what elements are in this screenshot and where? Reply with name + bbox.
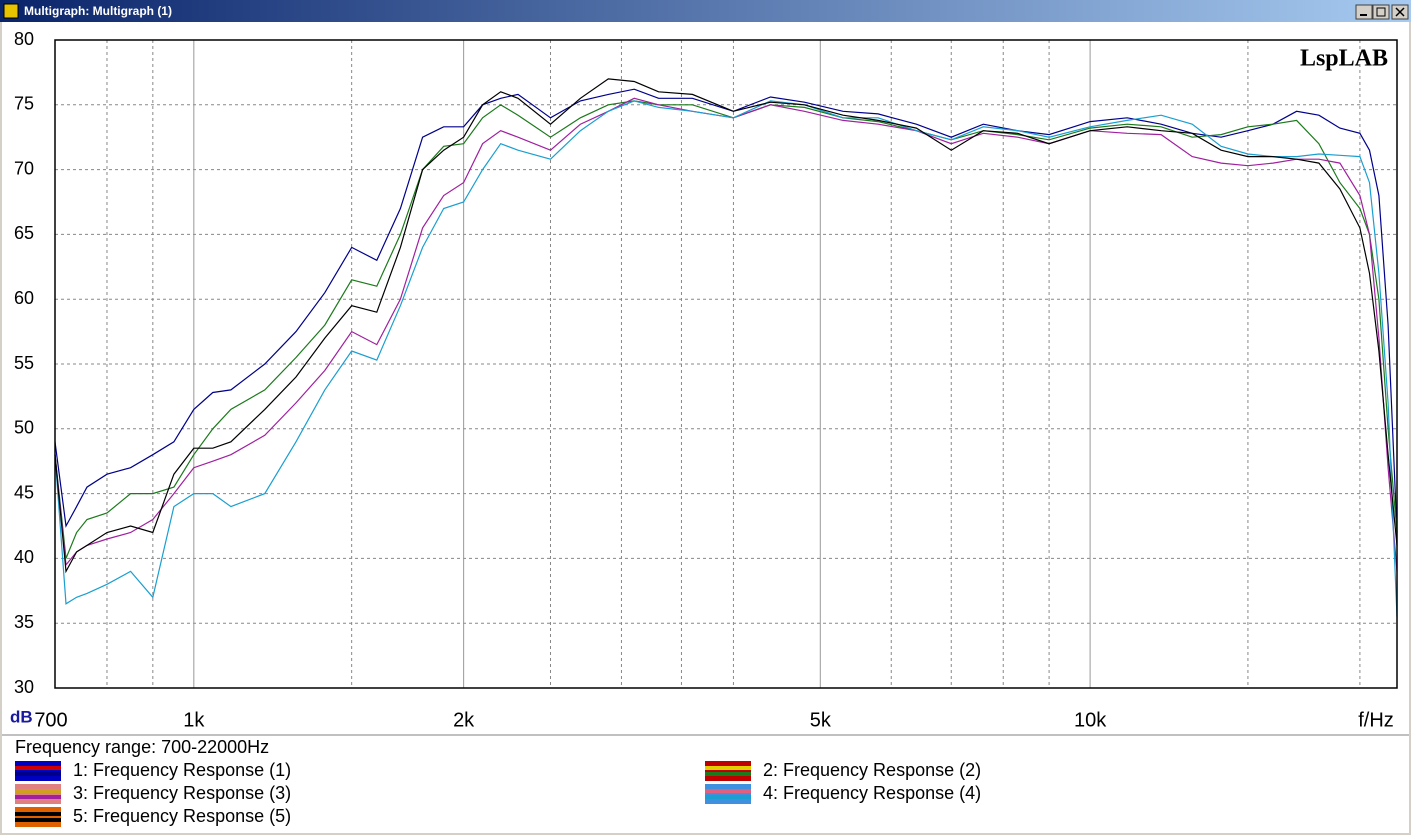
legend: 1: Frequency Response (1) 2: Frequency Re… (15, 760, 981, 827)
legend-item: 1: Frequency Response (1) (15, 760, 291, 781)
app-icon (3, 3, 19, 19)
grid (54, 39, 1397, 689)
legend-item: 5: Frequency Response (5) (15, 806, 291, 827)
maximize-glyph (1376, 7, 1386, 17)
legend-item: 4: Frequency Response (4) (705, 783, 981, 804)
legend-label: 2: Frequency Response (2) (763, 760, 981, 780)
legend-label: 5: Frequency Response (5) (73, 806, 291, 826)
legend-swatch-color (15, 772, 61, 776)
legend-swatch (705, 761, 751, 781)
legend-swatch-stripe (15, 812, 61, 816)
plot-frame (54, 39, 1398, 689)
legend-label: 4: Frequency Response (4) (763, 783, 981, 803)
close-glyph (1395, 7, 1405, 17)
legend-swatch (15, 784, 61, 804)
x-tick-label: 700 (34, 709, 67, 731)
y-tick-label: 35 (14, 612, 34, 632)
legend-swatch-color (15, 795, 61, 799)
y-axis-label: dB (10, 707, 33, 726)
y-tick-label: 30 (14, 677, 34, 697)
y-tick-label: 65 (14, 223, 34, 243)
y-tick-label: 80 (14, 29, 34, 49)
y-tick-label: 75 (14, 94, 34, 114)
title-bar (0, 0, 1411, 22)
legend-swatch (15, 761, 61, 781)
legend-swatch (15, 807, 61, 827)
legend-label: 3: Frequency Response (3) (73, 783, 291, 803)
legend-swatch-color (705, 772, 751, 776)
series-line (54, 78, 1398, 574)
y-tick-label: 55 (14, 353, 34, 373)
series-line (54, 97, 1398, 572)
y-tick-label: 45 (14, 482, 34, 502)
watermark: LspLAB (1300, 46, 1388, 72)
maximize-button[interactable] (1372, 4, 1390, 20)
x-tick-label: 1k (183, 709, 205, 731)
plot-lines (54, 78, 1398, 617)
legend-swatch (705, 784, 751, 804)
window-buttons[interactable] (1355, 4, 1409, 20)
y-tick-label: 40 (14, 547, 34, 567)
legend-item: 3: Frequency Response (3) (15, 783, 291, 804)
legend-swatch-stripe (705, 789, 751, 793)
legend-swatch-color (705, 795, 751, 799)
series-line (54, 100, 1398, 559)
series-line (54, 100, 1398, 617)
x-axis-label: f/Hz (1358, 709, 1394, 731)
y-tick-label: 60 (14, 288, 34, 308)
minimize-button[interactable] (1355, 4, 1373, 20)
legend-swatch-stripe (15, 789, 61, 793)
legend-swatch-color (15, 818, 61, 822)
legend-swatch-stripe (15, 766, 61, 770)
legend-swatch-stripe (705, 766, 751, 770)
y-tick-label: 70 (14, 158, 34, 178)
y-tick-label: 50 (14, 418, 34, 438)
x-tick-label: 10k (1074, 709, 1107, 731)
x-tick-label: 2k (453, 709, 475, 731)
x-tick-label: 5k (810, 709, 832, 731)
series-line (54, 88, 1398, 533)
legend-label: 1: Frequency Response (1) (73, 760, 291, 780)
legend-item: 2: Frequency Response (2) (705, 760, 981, 781)
window-title: Multigraph: Multigraph (1) (24, 4, 172, 18)
range-note: Frequency range: 700-22000Hz (15, 737, 269, 757)
